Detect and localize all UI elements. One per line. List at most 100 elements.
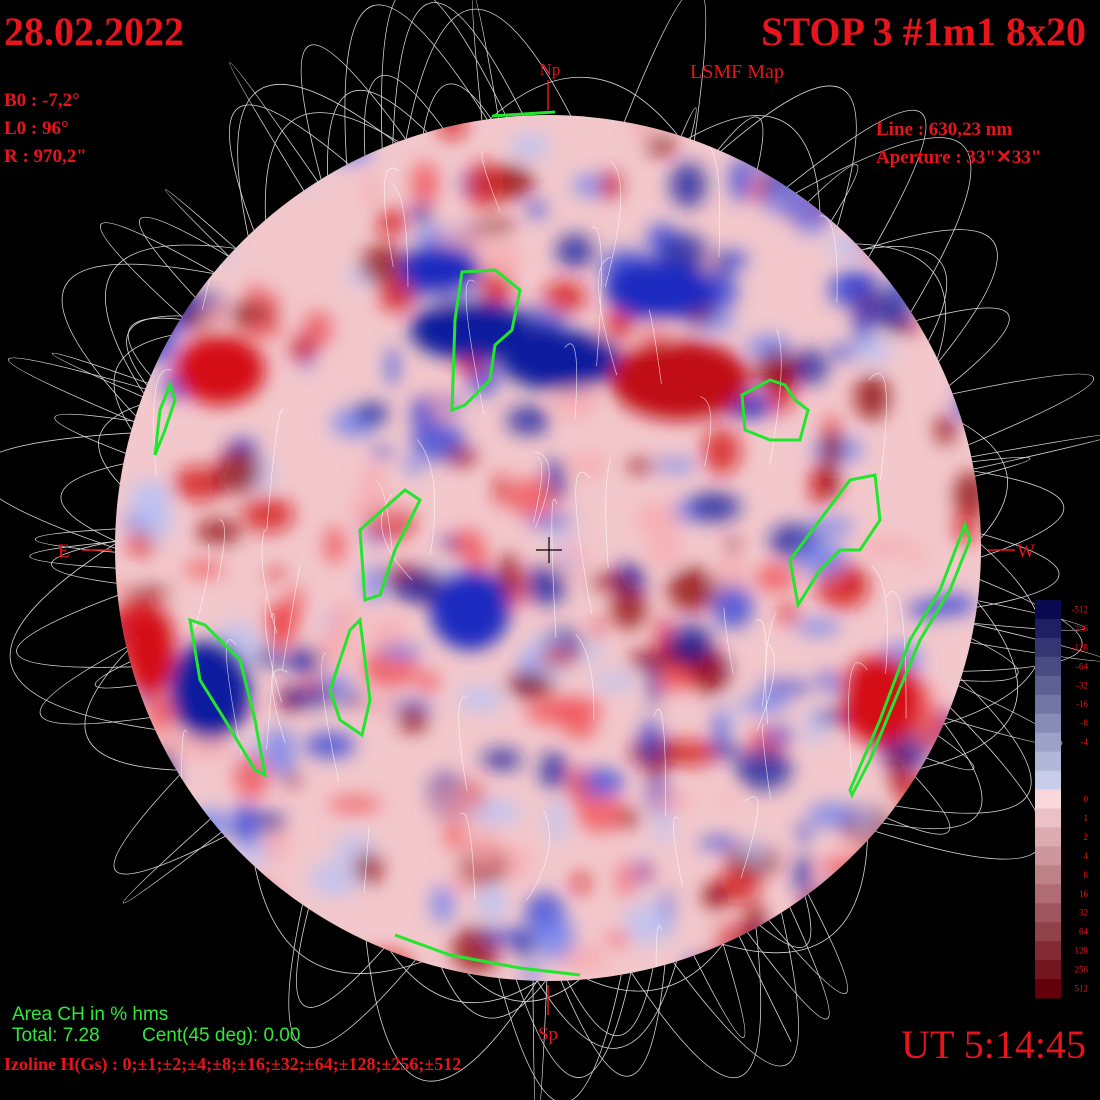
colorbar-label: 64 bbox=[1079, 927, 1089, 937]
patch bbox=[371, 446, 393, 460]
colorbar-cell bbox=[1035, 694, 1061, 715]
field-line bbox=[54, 413, 135, 454]
field-line bbox=[127, 317, 181, 377]
field-line bbox=[952, 373, 1095, 446]
patch bbox=[386, 345, 399, 388]
field-line bbox=[551, 498, 558, 638]
colorbar-cell bbox=[1035, 903, 1061, 923]
field-line bbox=[720, 85, 857, 227]
patch bbox=[605, 307, 635, 342]
field-line bbox=[738, 936, 792, 1042]
field-line bbox=[392, 184, 409, 287]
patch bbox=[816, 672, 839, 690]
ch-title: Area CH in % hms bbox=[12, 1004, 168, 1025]
field-line bbox=[604, 161, 622, 287]
field-line bbox=[605, 458, 611, 568]
patch bbox=[378, 276, 417, 313]
patch bbox=[599, 171, 622, 200]
field-line bbox=[392, 2, 524, 144]
patch bbox=[811, 465, 825, 508]
field-line bbox=[441, 967, 546, 1019]
field-line bbox=[976, 533, 1060, 608]
patch bbox=[355, 698, 402, 714]
strong-patch bbox=[430, 570, 510, 650]
patch bbox=[569, 451, 608, 479]
field-line bbox=[861, 246, 948, 342]
field-line bbox=[631, 927, 762, 1078]
field-line bbox=[472, 0, 499, 121]
patch bbox=[115, 579, 135, 596]
field-line bbox=[974, 470, 1065, 558]
field-line bbox=[416, 439, 436, 556]
strong-patch bbox=[125, 605, 175, 695]
field-line bbox=[534, 451, 550, 528]
patch bbox=[455, 358, 487, 375]
field-line bbox=[254, 866, 422, 974]
field-line bbox=[164, 189, 236, 257]
patch bbox=[430, 785, 478, 823]
colorbar-cell bbox=[1035, 713, 1061, 734]
patch bbox=[523, 564, 567, 606]
field-line bbox=[971, 434, 1100, 470]
field-line bbox=[266, 613, 275, 750]
patch bbox=[656, 458, 697, 473]
colorbar-cell bbox=[1035, 656, 1061, 677]
field-line bbox=[717, 116, 764, 170]
strong-patch bbox=[400, 245, 480, 295]
field-line bbox=[300, 44, 406, 180]
patch bbox=[475, 883, 508, 922]
patch bbox=[441, 535, 459, 551]
field-line bbox=[126, 315, 183, 386]
patch bbox=[712, 584, 754, 629]
colorbar-label: 1 bbox=[1084, 813, 1089, 823]
patch bbox=[780, 601, 798, 626]
patch bbox=[481, 243, 523, 275]
patch bbox=[667, 623, 713, 665]
patch bbox=[498, 553, 519, 595]
field-line bbox=[700, 396, 712, 466]
field-line bbox=[723, 607, 734, 674]
field-line bbox=[722, 840, 868, 954]
patch bbox=[562, 716, 598, 740]
field-line bbox=[747, 907, 830, 1020]
field-line bbox=[886, 776, 951, 835]
field-line bbox=[648, 309, 662, 384]
field-line bbox=[575, 471, 592, 614]
colorbar-label: -4 bbox=[1081, 737, 1089, 747]
patch bbox=[232, 803, 261, 847]
aperture: Aperture : 33"✕33" bbox=[876, 147, 1041, 168]
ch-total: Total: 7.28 bbox=[12, 1025, 100, 1046]
patch bbox=[889, 744, 908, 789]
field-line bbox=[564, 343, 578, 419]
field-line bbox=[422, 83, 492, 134]
patch bbox=[736, 747, 792, 791]
patch bbox=[577, 796, 627, 833]
patch bbox=[481, 928, 530, 943]
patch bbox=[702, 427, 742, 475]
field-line bbox=[344, 4, 488, 165]
patch bbox=[446, 447, 477, 466]
colorbar-cell bbox=[1035, 618, 1061, 639]
colorbar-cell bbox=[1035, 808, 1061, 828]
patch bbox=[269, 600, 298, 646]
patch bbox=[795, 619, 841, 636]
patch bbox=[555, 233, 594, 269]
patch bbox=[539, 751, 568, 791]
colorbar-label: -16 bbox=[1076, 699, 1088, 709]
field-line bbox=[960, 638, 1019, 682]
colorbar-label: -64 bbox=[1076, 661, 1088, 671]
patch bbox=[416, 671, 440, 693]
patch bbox=[234, 753, 270, 799]
field-line bbox=[122, 818, 222, 904]
patch bbox=[527, 200, 546, 219]
patch bbox=[540, 648, 573, 667]
patch bbox=[854, 374, 890, 421]
strong-patch bbox=[175, 335, 265, 405]
field-line bbox=[536, 961, 678, 1049]
patch bbox=[145, 692, 176, 734]
patch bbox=[290, 335, 315, 363]
field-line bbox=[465, 279, 485, 415]
field-line bbox=[266, 409, 284, 531]
patch bbox=[547, 797, 568, 843]
